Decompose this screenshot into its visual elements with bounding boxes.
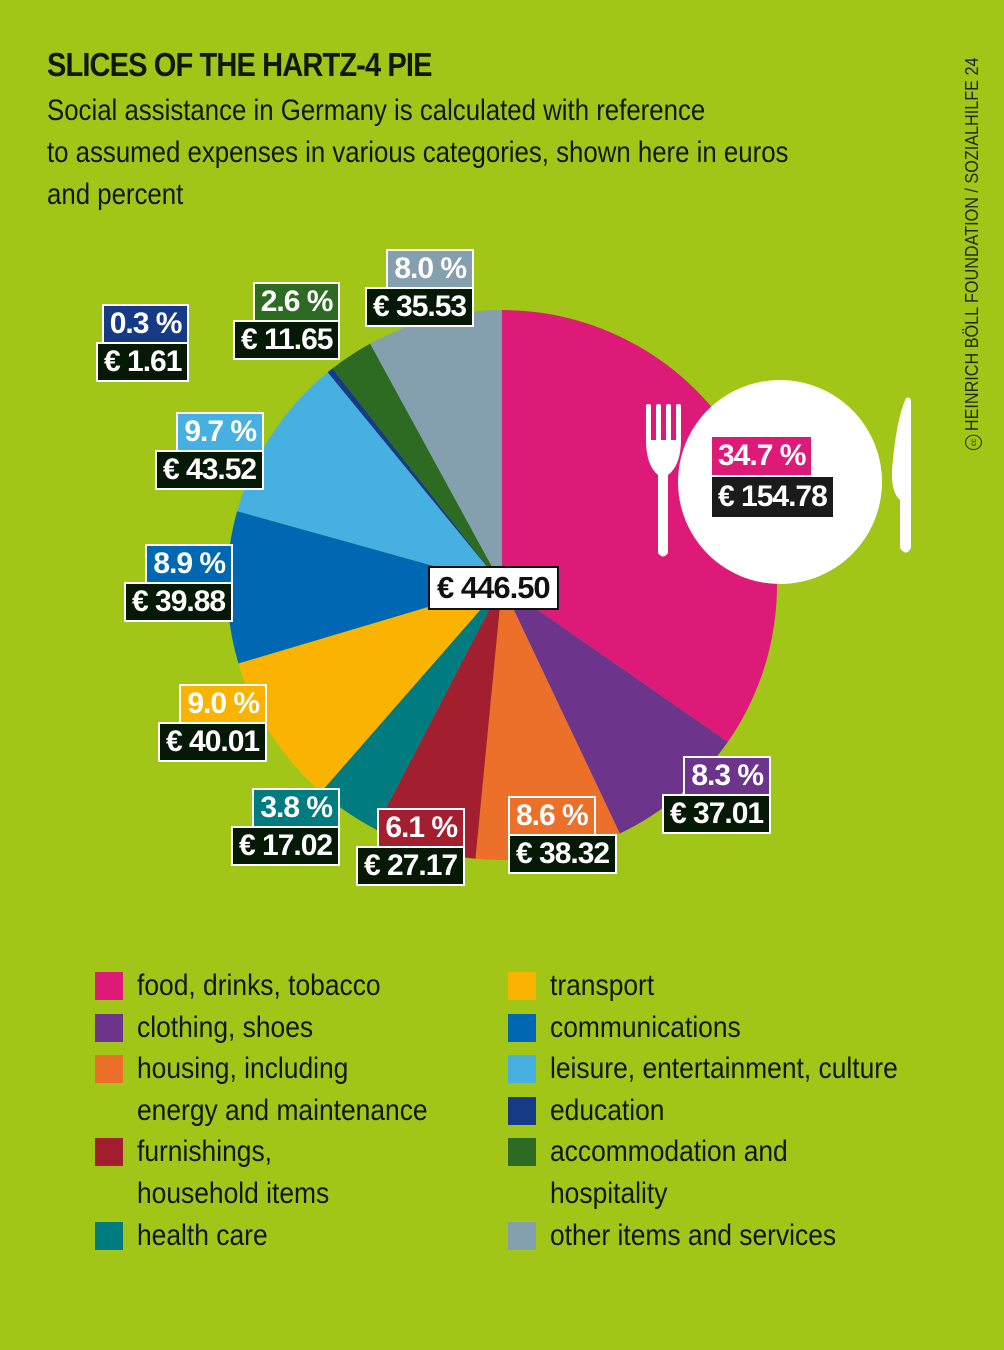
legend-label: clothing, shoes [137,1010,314,1044]
pie-slice [226,511,502,664]
legend-item-furnishings: furnishings, household items [95,1131,467,1214]
legend-item-health: health care [95,1215,467,1257]
euro-value: € 154.78 [712,477,833,517]
percent-value: 3.8 % [252,788,341,828]
percent-value: 2.6 % [252,282,341,322]
legend-item-food: food, drinks, tobacco [95,965,467,1007]
legend-label: food, drinks, tobacco [137,969,381,1002]
pie-slice [370,310,502,585]
legend-label: health care [137,1218,268,1252]
legend-swatch [508,1096,536,1125]
euro-value: € 35.53 [365,287,475,327]
legend-swatch [508,972,536,1000]
pie-slice [375,585,502,859]
percent-value: 8.9 % [145,544,234,584]
legend-item-leisure: leisure, entertainment, culture [508,1048,945,1090]
chart-subtitle: Social assistance in Germany is calculat… [47,90,890,216]
label-clothing: 8.3 % € 37.01 [662,756,772,834]
label-furnishings: 6.1 % € 27.17 [356,808,466,886]
pie-slice [237,372,502,585]
legend-item-housing: housing, including energy and maintenanc… [95,1048,467,1131]
legend-item-clothing: clothing, shoes [95,1007,467,1049]
legend-left: food, drinks, tobacco clothing, shoes ho… [95,965,467,1256]
legend-swatch [95,1055,123,1084]
legend-label: other items and services [550,1218,837,1252]
percent-value: 8.6 % [508,796,596,836]
percent-value: 8.0 % [386,249,475,289]
label-leisure: 9.7 % € 43.52 [155,412,265,490]
pie-slice [475,585,620,861]
label-transport: 9.0 % € 40.01 [158,684,268,762]
euro-value: € 17.02 [231,826,341,866]
label-food: 34.7 % € 154.78 [712,437,833,517]
euro-value: € 37.01 [662,794,772,834]
legend-label: education [550,1093,665,1127]
subtitle-line: Social assistance in Germany is calculat… [47,94,706,127]
legend-item-accommodation: accommodation and hospitality [508,1131,945,1214]
legend-swatch [95,1013,123,1042]
legend-item-transport: transport [508,965,945,1007]
label-education: 0.3 % € 1.61 [96,304,190,382]
percent-value: 0.3 % [101,304,190,344]
legend-swatch [95,1138,123,1167]
legend-label: furnishings, [137,1135,273,1169]
percent-value: 9.7 % [176,412,265,452]
label-other: 8.0 % € 35.53 [365,249,475,327]
fork-icon [646,404,681,557]
pie-slice [238,585,503,793]
euro-value: € 40.01 [158,722,268,762]
euro-value: € 43.52 [155,450,265,490]
euro-value: € 1.61 [96,342,190,382]
percent-value: 9.0 % [179,684,268,724]
legend-item-communications: communications [508,1007,945,1049]
euro-value: € 27.17 [356,846,466,886]
euro-value: € 39.88 [124,582,234,622]
label-accommodation: 2.6 % € 11.65 [233,282,341,360]
chart-title: SLICES OF THE HARTZ-4 PIE [47,46,432,83]
percent-value: 6.1 % [377,808,466,848]
legend-swatch [508,1055,536,1084]
euro-value: € 38.32 [508,834,618,874]
subtitle-line: and percent [47,178,184,211]
legend-label-cont: hospitality [550,1176,668,1210]
legend-swatch [508,1221,536,1250]
subtitle-line: to assumed expenses in various categorie… [47,136,789,169]
euro-value: € 11.65 [233,320,341,360]
legend-swatch [95,972,123,1000]
percent-value: 8.3 % [683,756,772,796]
pie-slice [502,585,728,834]
legend-swatch [95,1221,123,1250]
label-communications: 8.9 % € 39.88 [124,544,234,622]
legend-right: transport communications leisure, entert… [508,965,945,1256]
legend-item-other: other items and services [508,1215,945,1257]
label-health: 3.8 % € 17.02 [231,788,341,866]
total-label: € 446.50 [428,566,559,610]
legend-label: communications [550,1010,741,1044]
legend-label: leisure, entertainment, culture [550,1052,898,1086]
percent-value: 34.7 % [712,437,812,475]
legend-label: housing, including [137,1052,349,1086]
label-housing: 8.6 % € 38.32 [508,796,618,874]
pie-slice [321,585,502,830]
legend-label: accommodation and [550,1135,788,1169]
legend-label-cont: energy and maintenance [137,1093,428,1127]
legend-label-cont: household items [137,1176,330,1210]
legend-swatch [508,1138,536,1167]
knife-icon [891,397,911,553]
legend-item-education: education [508,1090,945,1132]
pie-slice [327,368,502,585]
legend-swatch [508,1013,536,1042]
legend-label: transport [550,969,655,1002]
pie-slice [332,343,502,585]
